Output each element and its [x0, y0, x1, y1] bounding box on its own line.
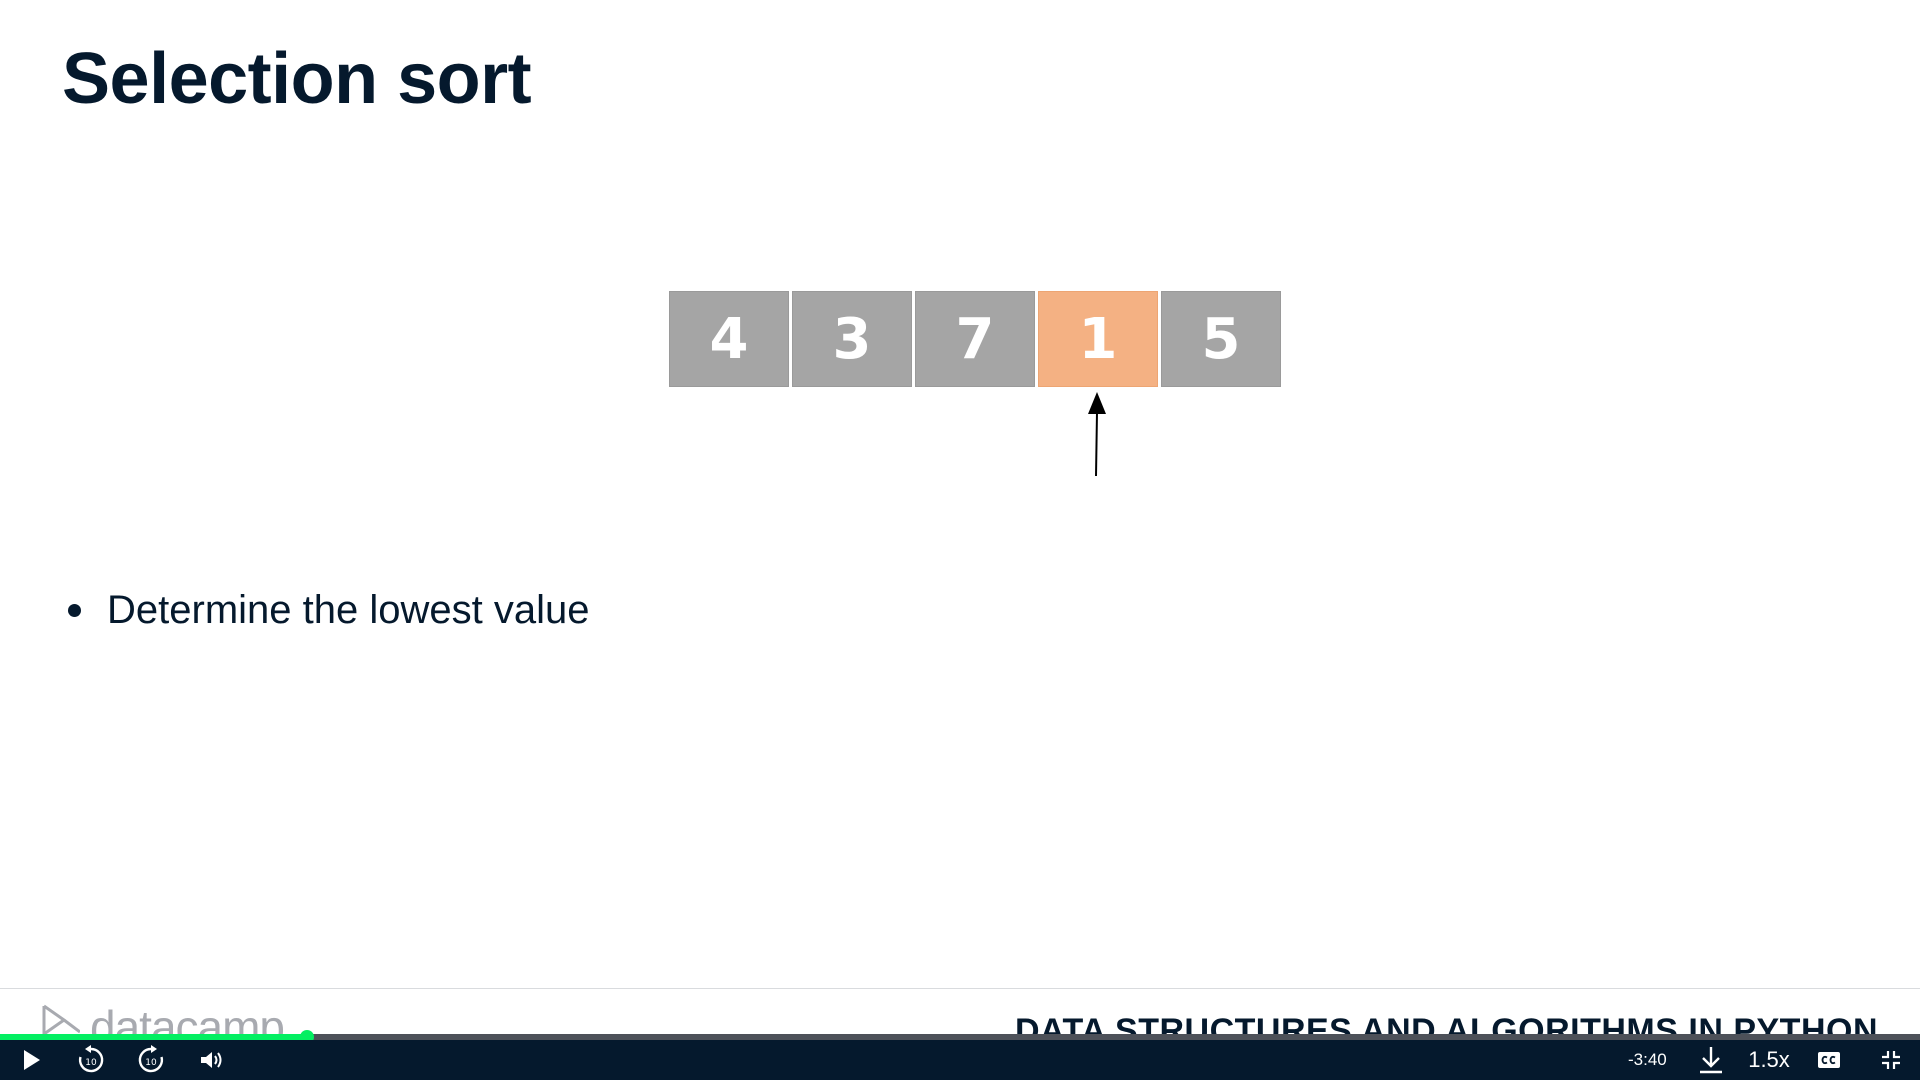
svg-text:10: 10 [145, 1058, 157, 1068]
playback-speed-button[interactable]: 1.5x [1748, 1047, 1790, 1072]
closed-captions-icon [1818, 1052, 1840, 1068]
download-button[interactable] [1694, 1040, 1728, 1080]
array-cell-value: 7 [955, 306, 995, 372]
exit-fullscreen-button[interactable] [1874, 1040, 1908, 1080]
footer-divider [0, 988, 1920, 989]
time-remaining: -3:40 [1628, 1050, 1667, 1069]
logo-wordmark: datacamp [90, 1001, 285, 1036]
exit-fullscreen-icon [1882, 1051, 1900, 1069]
forward-10-icon: 10 [138, 1045, 164, 1073]
array-cell: 1 [1038, 291, 1158, 387]
svg-text:10: 10 [85, 1058, 97, 1068]
download-icon [1700, 1047, 1722, 1074]
array-cell-value: 1 [1078, 306, 1118, 372]
array-cell-value: 5 [1201, 306, 1241, 372]
bullet-item: Determine the lowest value [68, 588, 589, 633]
play-button[interactable] [14, 1040, 48, 1080]
course-name: DATA STRUCTURES AND ALGORITHMS IN PYTHON [1014, 1012, 1878, 1036]
volume-button[interactable] [195, 1040, 229, 1080]
array-cell-value: 3 [832, 306, 872, 372]
volume-icon [201, 1052, 222, 1068]
slide: Selection sort 4 3 7 1 5 Determine the l… [0, 39, 1920, 1036]
play-icon [24, 1050, 40, 1070]
array-cell: 5 [1161, 291, 1281, 387]
pointer-arrow-icon [1088, 392, 1106, 477]
video-controls: 10 10 -3:40 1.5x [0, 1040, 1920, 1080]
progress-fill [0, 1034, 308, 1040]
array-cell: 3 [792, 291, 912, 387]
rewind-10-icon: 10 [78, 1045, 104, 1073]
datacamp-logo-icon [42, 1004, 80, 1036]
slide-title: Selection sort [62, 39, 532, 119]
bullet-text: Determine the lowest value [107, 588, 590, 632]
array-cell-value: 4 [709, 306, 749, 372]
array-cell: 4 [669, 291, 789, 387]
bullet-list: Determine the lowest value [68, 588, 589, 633]
rewind-button[interactable]: 10 [74, 1040, 108, 1080]
array-cell: 7 [915, 291, 1035, 387]
bullet-dot-icon [68, 604, 81, 617]
captions-button[interactable] [1812, 1040, 1846, 1080]
datacamp-logo: datacamp [40, 1001, 285, 1036]
array-diagram: 4 3 7 1 5 [669, 291, 1284, 387]
forward-button[interactable]: 10 [134, 1040, 168, 1080]
